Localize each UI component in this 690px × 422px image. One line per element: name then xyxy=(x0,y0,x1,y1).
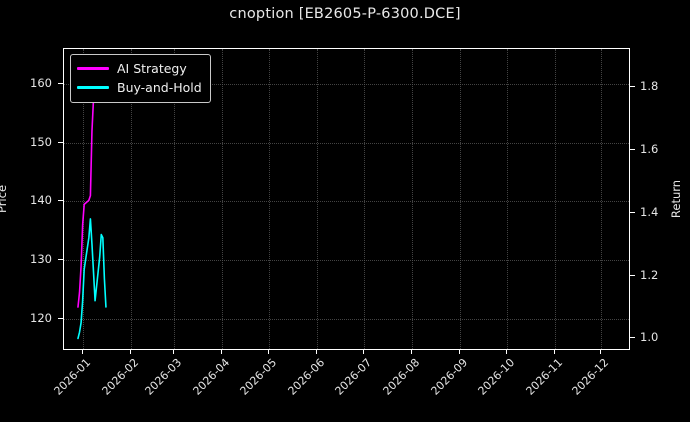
legend-label-ai-strategy: AI Strategy xyxy=(117,61,187,76)
y-axis-label-left: Price xyxy=(0,184,9,214)
x-axis-tick xyxy=(410,350,412,354)
y-axis-tick-right xyxy=(630,211,635,213)
x-axis-tick-label: 2026-12 xyxy=(569,356,612,398)
y-axis-tick-label-left: 150 xyxy=(30,134,52,149)
x-axis-tick-label: 2026-03 xyxy=(142,356,185,398)
x-axis-tick xyxy=(505,350,507,354)
y-axis-tick-label-left: 160 xyxy=(30,76,52,91)
x-axis-tick-label: 2026-08 xyxy=(380,356,423,398)
x-axis-tick xyxy=(221,350,223,354)
x-axis-tick xyxy=(81,350,83,354)
x-axis-tick xyxy=(129,350,131,354)
series-line-ai-strategy xyxy=(77,93,107,308)
legend-item-ai-strategy: AI Strategy xyxy=(77,59,202,78)
y-axis-tick-left xyxy=(58,259,63,261)
y-axis-tick-left xyxy=(58,141,63,143)
y-axis-tick-label-right: 1.6 xyxy=(640,141,659,156)
x-axis-tick-label: 2026-06 xyxy=(285,356,328,398)
x-axis-tick-label: 2026-04 xyxy=(190,356,233,398)
y-axis-tick-right xyxy=(630,337,635,339)
series-line-buy-and-hold xyxy=(77,218,107,340)
legend-swatch-ai-strategy xyxy=(77,67,109,70)
x-axis-tick xyxy=(600,350,602,354)
y-axis-tick-label-left: 130 xyxy=(30,252,52,267)
y-axis-tick-left xyxy=(58,200,63,202)
x-axis-tick xyxy=(268,350,270,354)
y-axis-tick-right xyxy=(630,148,635,150)
y-axis-tick-label-right: 1.4 xyxy=(640,204,659,219)
legend-label-buy-and-hold: Buy-and-Hold xyxy=(117,80,202,95)
x-axis-tick xyxy=(173,350,175,354)
y-axis-tick-label-right: 1.2 xyxy=(640,267,659,282)
y-axis-label-right: Return xyxy=(669,179,683,219)
x-axis-tick-label: 2026-09 xyxy=(428,356,471,398)
x-axis-tick-label: 2026-05 xyxy=(237,356,280,398)
x-axis-tick-label: 2026-01 xyxy=(51,356,93,398)
chart-legend: AI Strategy Buy-and-Hold xyxy=(70,54,211,103)
y-axis-tick-label-right: 1.8 xyxy=(640,78,659,93)
x-axis-tick-label: 2026-10 xyxy=(475,356,517,398)
y-axis-tick-label-right: 1.0 xyxy=(640,330,659,345)
y-axis-tick-label-left: 120 xyxy=(30,310,52,325)
y-axis-tick-left xyxy=(58,317,63,319)
legend-swatch-buy-and-hold xyxy=(77,86,109,89)
x-axis-tick-label: 2026-11 xyxy=(523,356,566,398)
y-axis-tick-label-left: 140 xyxy=(30,193,52,208)
y-axis-tick-left xyxy=(58,83,63,85)
x-axis-tick xyxy=(362,350,364,354)
y-axis-tick-right xyxy=(630,85,635,87)
x-axis-tick xyxy=(459,350,461,354)
legend-item-buy-and-hold: Buy-and-Hold xyxy=(77,78,202,97)
x-axis-tick-label: 2026-07 xyxy=(332,356,374,398)
x-axis-tick xyxy=(316,350,318,354)
x-axis-tick-label: 2026-02 xyxy=(99,356,141,398)
x-axis-tick xyxy=(553,350,555,354)
y-axis-tick-right xyxy=(630,274,635,276)
chart-title: cnoption [EB2605-P-6300.DCE] xyxy=(229,6,461,22)
